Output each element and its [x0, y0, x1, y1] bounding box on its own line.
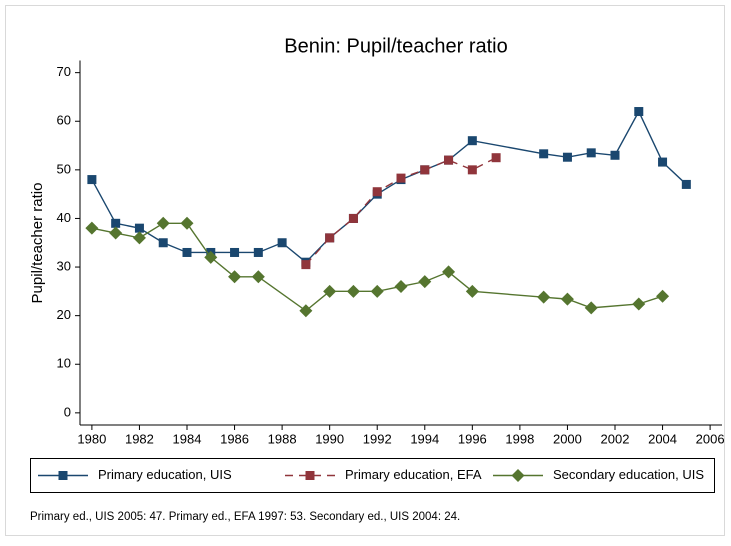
square-marker — [277, 238, 287, 248]
y-tick-label: 30 — [57, 258, 71, 273]
legend-box — [30, 458, 715, 493]
square-marker — [325, 233, 335, 243]
square-marker — [182, 247, 192, 257]
diamond-marker — [251, 270, 265, 284]
diamond-marker — [465, 284, 479, 298]
diamond-marker — [418, 275, 432, 289]
square-marker — [301, 260, 311, 270]
diamond-marker — [204, 250, 218, 264]
diamond-marker — [228, 270, 242, 284]
diamond-marker — [323, 284, 337, 298]
y-axis-label: Pupil/teacher ratio — [29, 183, 46, 304]
diamond-marker — [632, 297, 646, 311]
diamond-marker — [346, 284, 360, 298]
square-marker — [634, 107, 644, 117]
square-marker — [467, 165, 477, 175]
diamond-marker — [370, 284, 384, 298]
legend-label: Primary education, EFA — [345, 467, 482, 482]
square-marker — [491, 153, 501, 163]
square-marker — [467, 136, 477, 146]
square-marker — [111, 218, 121, 228]
diamond-marker — [109, 226, 123, 240]
diamond-marker — [511, 469, 525, 482]
x-tick-label: 1982 — [125, 431, 154, 446]
diamond-marker — [132, 231, 146, 245]
square-marker — [58, 471, 68, 480]
square-marker — [87, 175, 97, 185]
square-marker — [562, 152, 572, 162]
y-tick-label: 40 — [57, 210, 71, 225]
diamond-marker — [156, 216, 170, 230]
square-marker — [230, 247, 240, 257]
square-marker — [134, 223, 144, 233]
diamond-marker — [584, 301, 598, 315]
diamond-marker — [656, 289, 670, 303]
graph-border — [5, 5, 725, 536]
square-marker — [396, 173, 406, 183]
x-tick-label: 2000 — [553, 431, 582, 446]
diamond-marker — [85, 221, 99, 235]
square-marker — [658, 157, 668, 167]
square-marker — [444, 155, 454, 165]
chart-title: Benin: Pupil/teacher ratio — [284, 35, 507, 57]
square-marker — [681, 179, 691, 189]
diamond-marker — [394, 279, 408, 293]
x-tick-label: 2004 — [648, 431, 677, 446]
x-tick-label: 1992 — [363, 431, 392, 446]
legend-label: Secondary education, UIS — [553, 467, 704, 482]
y-tick-label: 20 — [57, 307, 71, 322]
y-tick-label: 0 — [64, 404, 71, 419]
x-tick-label: 2002 — [601, 431, 630, 446]
y-tick-label: 70 — [57, 64, 71, 79]
square-marker — [305, 471, 315, 480]
square-marker — [420, 165, 430, 175]
y-tick-label: 60 — [57, 113, 71, 128]
square-marker — [348, 213, 358, 223]
legend-label: Primary education, UIS — [98, 467, 232, 482]
x-tick-label: 1994 — [410, 431, 439, 446]
x-tick-label: 1984 — [173, 431, 202, 446]
y-tick-label: 10 — [57, 356, 71, 371]
x-tick-label: 1986 — [220, 431, 249, 446]
square-marker — [539, 149, 549, 159]
x-tick-label: 2006 — [696, 431, 725, 446]
x-tick-label: 1996 — [458, 431, 487, 446]
square-marker — [586, 148, 596, 158]
y-tick-label: 50 — [57, 161, 71, 176]
diamond-marker — [299, 304, 313, 318]
diamond-marker — [537, 290, 551, 304]
diamond-marker — [560, 292, 574, 306]
square-marker — [610, 150, 620, 160]
x-tick-label: 1990 — [315, 431, 344, 446]
square-marker — [158, 238, 168, 248]
square-marker — [372, 187, 382, 197]
x-tick-label: 1980 — [77, 431, 106, 446]
diamond-marker — [442, 265, 456, 279]
x-tick-label: 1988 — [268, 431, 297, 446]
diamond-marker — [180, 216, 194, 230]
x-tick-label: 1998 — [505, 431, 534, 446]
note: Primary ed., UIS 2005: 47. Primary ed., … — [30, 511, 460, 523]
square-marker — [253, 247, 263, 257]
